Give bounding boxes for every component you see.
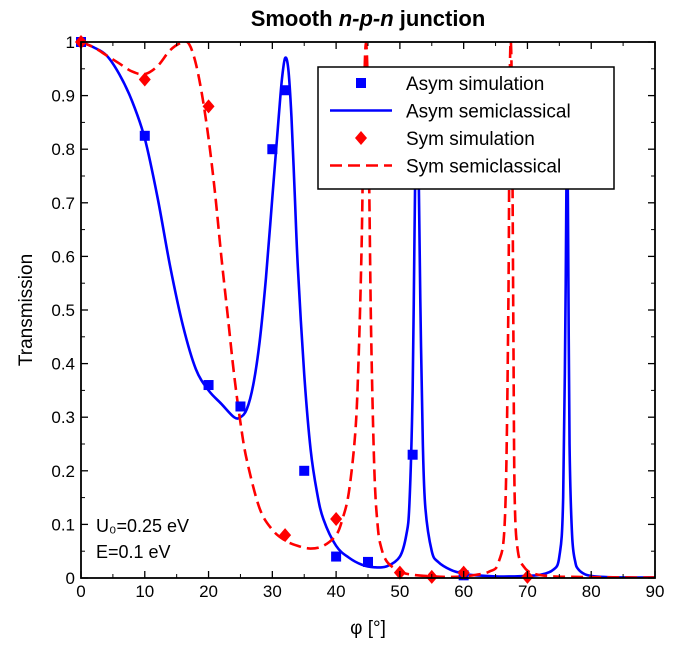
x-tick-label: 60 bbox=[454, 582, 473, 601]
x-tick-label: 20 bbox=[199, 582, 218, 601]
y-tick-label: 0.5 bbox=[51, 301, 75, 320]
data-point-asym bbox=[280, 85, 291, 96]
title-part-1: n-p-n bbox=[339, 6, 394, 31]
x-axis-label: φ [°] bbox=[350, 618, 386, 639]
y-tick-label: 0.7 bbox=[51, 194, 75, 213]
y-tick-label: 0.1 bbox=[51, 515, 75, 534]
data-point-asym bbox=[139, 130, 150, 141]
x-tick-label: 40 bbox=[327, 582, 346, 601]
x-tick-label: 0 bbox=[76, 582, 85, 601]
legend-label: Sym simulation bbox=[406, 129, 535, 150]
y-tick-label: 0.8 bbox=[51, 140, 75, 159]
data-point-asym bbox=[267, 144, 278, 155]
title-part-0: Smooth bbox=[251, 6, 339, 31]
y-tick-label: 0.3 bbox=[51, 408, 75, 427]
annotation-u0: U₀=0.25 eV bbox=[96, 516, 189, 536]
data-point-asym bbox=[235, 401, 246, 412]
y-tick-label: 0 bbox=[66, 569, 75, 588]
series-line-asym bbox=[81, 42, 655, 578]
y-tick-label: 0.4 bbox=[51, 355, 75, 374]
x-tick-label: 50 bbox=[390, 582, 409, 601]
data-point-asym bbox=[299, 465, 310, 476]
title-part-2: junction bbox=[394, 6, 486, 31]
data-point-sym bbox=[202, 99, 215, 114]
legend-box bbox=[317, 66, 615, 190]
legend-label: Asym simulation bbox=[406, 74, 544, 95]
data-point-sym bbox=[279, 528, 292, 543]
chart-title: Smooth n-p-n junction bbox=[251, 6, 486, 31]
x-tick-label: 10 bbox=[135, 582, 154, 601]
legend-swatch bbox=[355, 131, 367, 145]
annotation-energy: E=0.1 eV bbox=[96, 542, 171, 562]
x-tick-label: 90 bbox=[646, 582, 665, 601]
y-tick-label: 1 bbox=[66, 33, 75, 52]
data-point-asym bbox=[331, 551, 342, 562]
x-tick-label: 80 bbox=[582, 582, 601, 601]
data-point-sym bbox=[138, 72, 151, 87]
x-tick-label: 70 bbox=[518, 582, 537, 601]
x-tick-label: 30 bbox=[263, 582, 282, 601]
data-point-sym bbox=[330, 512, 343, 527]
legend-swatch bbox=[356, 78, 366, 88]
data-point-asym bbox=[203, 380, 214, 391]
legend-label: Sym semiclassical bbox=[406, 157, 561, 178]
y-tick-label: 0.6 bbox=[51, 247, 75, 266]
legend: Asym simulation Asym semiclassical Sym sim… bbox=[317, 66, 615, 190]
y-tick-label: 0.9 bbox=[51, 87, 75, 106]
data-point-asym bbox=[407, 449, 418, 460]
y-tick-label: 0.2 bbox=[51, 462, 75, 481]
data-point-asym bbox=[363, 556, 373, 567]
legend-label: Asym semiclassical bbox=[406, 102, 571, 123]
series-line-sym bbox=[81, 42, 655, 578]
y-axis-label: Transmission bbox=[16, 254, 37, 366]
